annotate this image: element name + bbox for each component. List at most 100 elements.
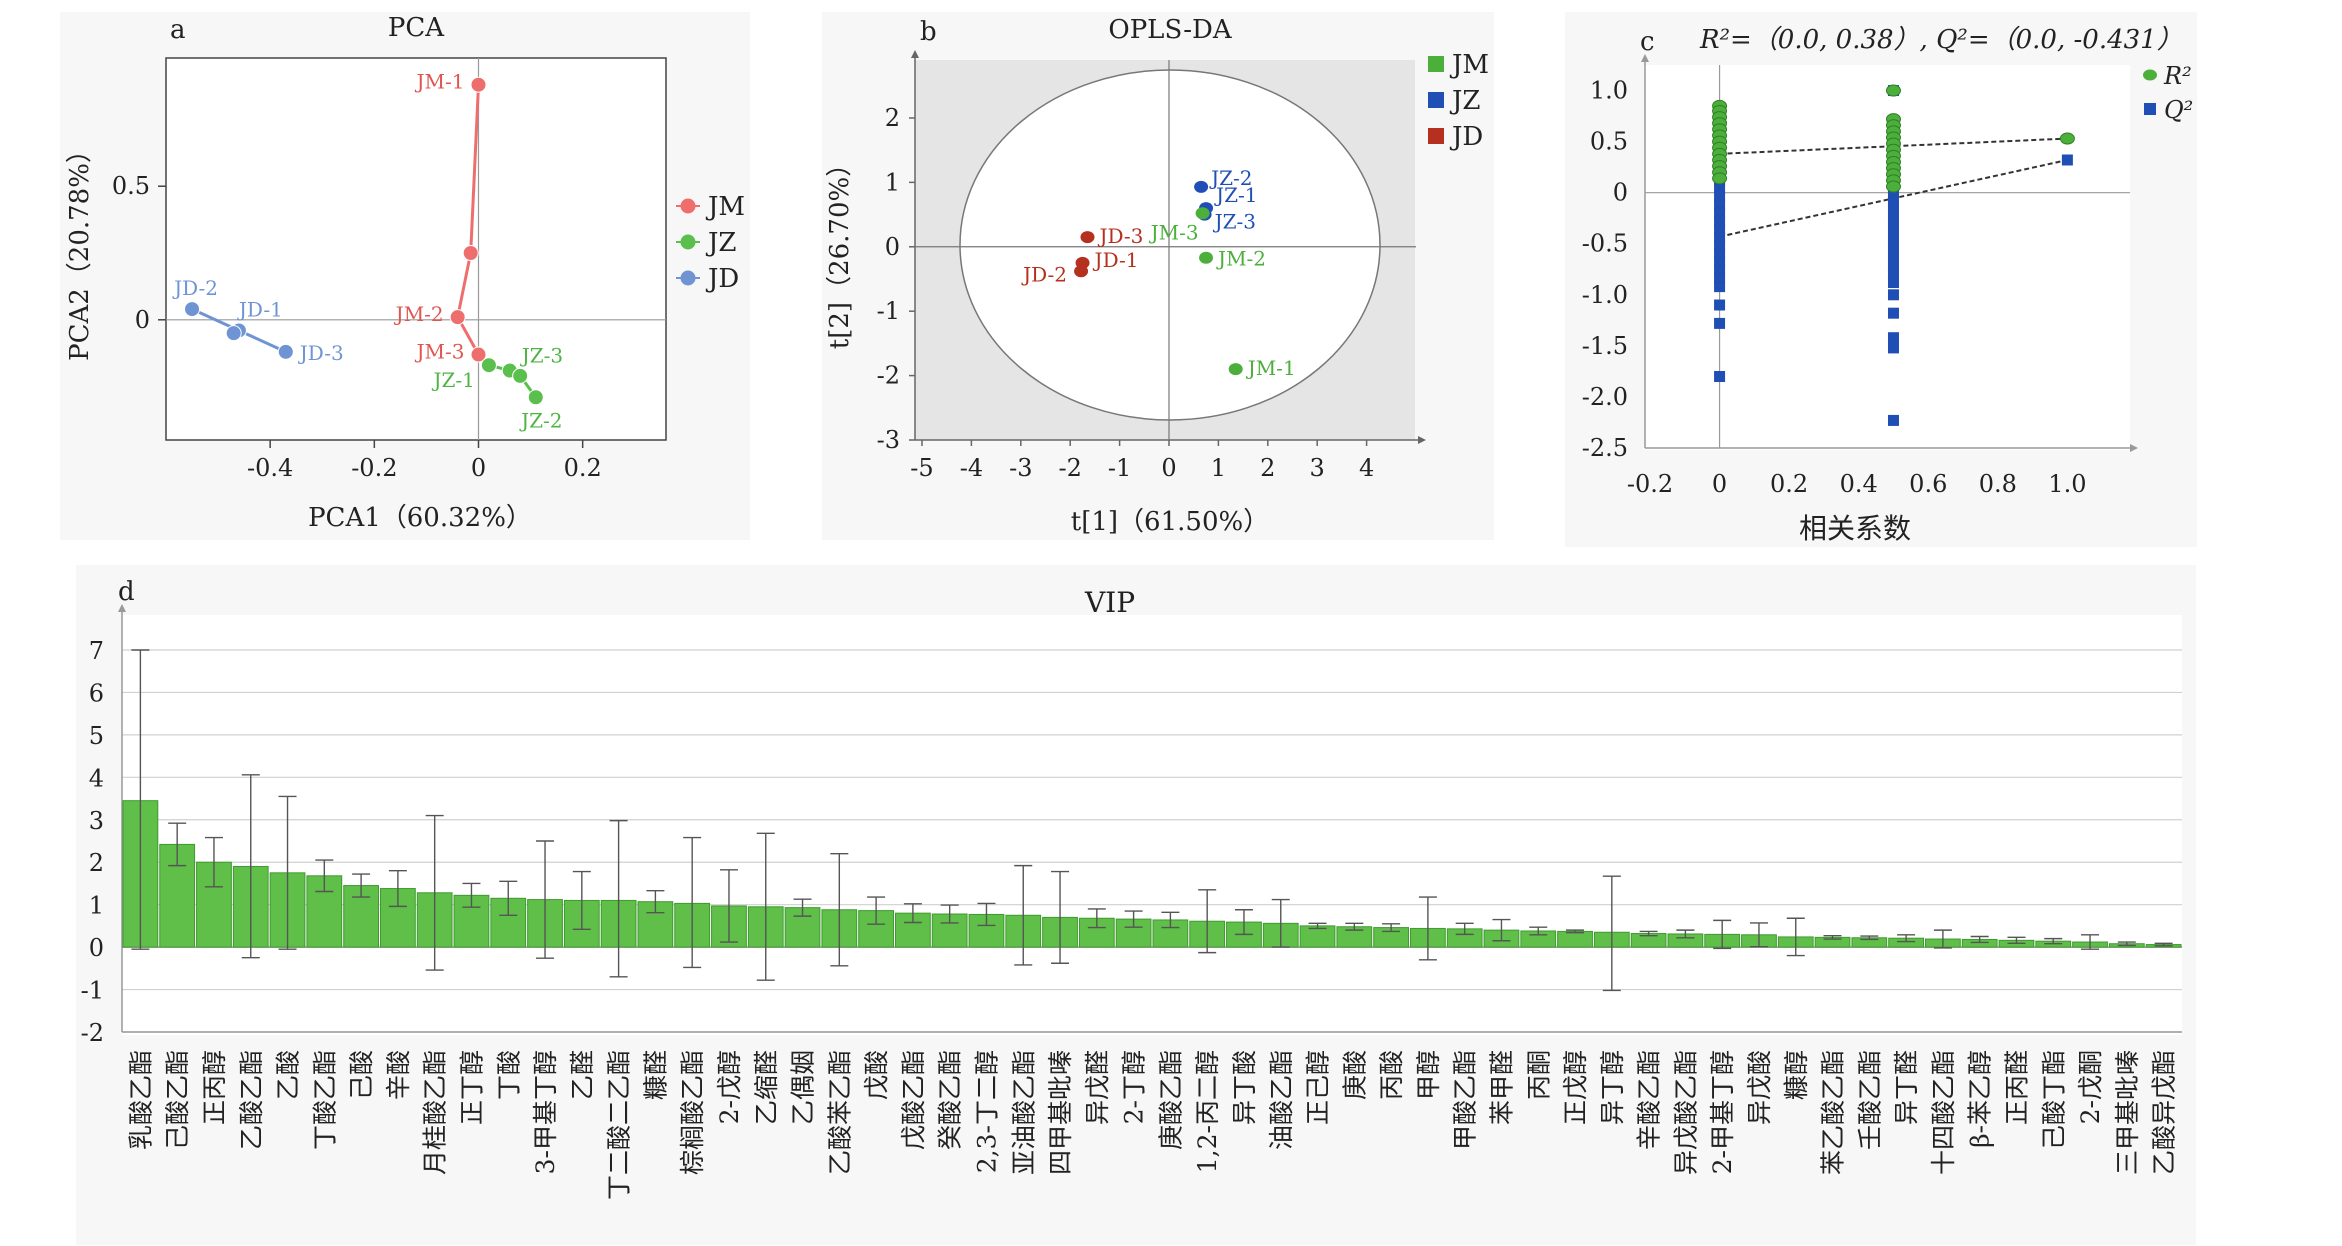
- oplsda-x-tick-label: -3: [1009, 454, 1032, 482]
- oplsda-point-label: JZ-2: [1209, 166, 1252, 190]
- q2-point: [1887, 236, 1899, 248]
- q2-point: [1887, 211, 1899, 223]
- q2-point: [1887, 187, 1899, 199]
- r2-point: [1712, 172, 1728, 185]
- pca-x-tick-label: -0.4: [247, 454, 293, 482]
- pca-legend-label-JZ: JZ: [705, 228, 737, 258]
- vip-category-label: 乙酸乙酯: [237, 1050, 266, 1150]
- q2-point: [1887, 203, 1899, 215]
- vip-category-label: 四甲基吡嗪: [1046, 1050, 1075, 1175]
- oplsda-legend-label-JM: JM: [1449, 50, 1489, 80]
- oplsda-point-label: JD-2: [1021, 262, 1067, 286]
- vip-category-label: 丁酸乙酯: [310, 1050, 339, 1150]
- oplsda-x-ticks: -5 -4 -3 -2 -1 0 1 2 3 4: [910, 440, 1374, 482]
- pca-point-label: JM-2: [394, 302, 444, 326]
- q2-point: [1887, 289, 1899, 301]
- vip-title: VIP: [1084, 586, 1135, 619]
- panel-b-oplsda: b OPLS-DA t[1]（61.50%） t[2]（26.70%） -5 -4…: [822, 12, 1494, 540]
- permutation-y-tick-label: -1.0: [1582, 281, 1628, 309]
- vip-y-tick-label: 7: [89, 637, 104, 665]
- pca-point-JD-2: [184, 301, 201, 318]
- panel-b-letter: b: [920, 17, 937, 47]
- permutation-x-tick-label: 0.4: [1840, 470, 1878, 498]
- vip-category-label: 异戊酸乙酯: [1671, 1050, 1700, 1175]
- pca-point-label: JZ-2: [519, 408, 562, 432]
- pca-title: PCA: [388, 13, 445, 43]
- q2-point: [1714, 199, 1726, 211]
- vip-category-label: 2-甲基丁醇: [1708, 1050, 1737, 1174]
- q2-point: [1887, 332, 1899, 344]
- vip-y-tick-label: -2: [81, 1019, 104, 1047]
- oplsda-point-JD-2: [1074, 265, 1089, 278]
- q2-point: [1887, 252, 1899, 264]
- oplsda-x-tick-label: -4: [960, 454, 983, 482]
- vip-category-label: 乙酸: [274, 1050, 303, 1100]
- pca-x-ticks: -0.4 -0.2 0 0.2: [247, 440, 602, 482]
- q2-point: [1714, 317, 1726, 329]
- pca-y-tick-label: 0.5: [112, 172, 150, 200]
- permutation-legend-label: R²: [2163, 62, 2192, 90]
- pca-point-JZ-1: [480, 357, 497, 374]
- r2-regression-line: [1719, 137, 2068, 155]
- permutation-legend: R² Q²: [2143, 62, 2193, 124]
- oplsda-x-tick-label: 2: [1260, 454, 1275, 482]
- oplsda-x-tick-label: 0: [1161, 454, 1176, 482]
- pca-x-tick-label: 0: [471, 454, 486, 482]
- oplsda-x-tick-label: 4: [1359, 454, 1374, 482]
- pca-x-tick-label: 0.2: [564, 454, 602, 482]
- vip-category-label: 壬酸乙酯: [1855, 1050, 1884, 1150]
- oplsda-point-JM-3: [1195, 207, 1210, 220]
- vip-category-label: 十四酸乙酯: [1929, 1050, 1958, 1175]
- vip-category-label: 正己醇: [1304, 1050, 1333, 1125]
- q2-point: [1714, 272, 1726, 284]
- vip-category-label: 糠醛: [641, 1050, 670, 1100]
- vip-plot-area: [122, 615, 2182, 1035]
- pca-point-JZ-extra: [512, 367, 529, 384]
- pca-plot-area: [165, 57, 667, 441]
- q2-point: [1714, 371, 1726, 383]
- vip-category-label: 己酸乙酯: [163, 1050, 192, 1150]
- q2-point: [1887, 414, 1899, 426]
- vip-category-label: 苯乙酸乙酯: [1819, 1050, 1848, 1175]
- vip-category-labels: 乳酸乙酯 己酸乙酯 正丙醇 乙酸乙酯 乙酸 丁酸乙酯 己酸 辛酸 月桂酸乙酯 正丁醇 丁酸 3-甲基丁…: [126, 1050, 2178, 1200]
- vip-category-label: 月桂酸乙酯: [421, 1050, 450, 1175]
- pca-legend-marker-JD: [680, 270, 696, 286]
- q2-point: [1714, 248, 1726, 260]
- pca-legend-marker-JZ: [680, 234, 696, 250]
- pca-point-JM-2: [449, 309, 466, 326]
- vip-category-label: 己酸丁酯: [2039, 1050, 2068, 1150]
- vip-category-label: 亚油酸乙酯: [1009, 1050, 1038, 1175]
- oplsda-point-label: JZ-1: [1214, 183, 1257, 207]
- permutation-y-tick-label: -0.5: [1582, 230, 1628, 258]
- vip-y-tick-label: -1: [81, 977, 104, 1005]
- permutation-y-tick-label: -2.5: [1582, 434, 1628, 462]
- pca-legend-label-JM: JM: [705, 192, 745, 222]
- pca-zero-lines: [166, 58, 666, 440]
- permutation-x-axis-label: 相关系数: [1799, 512, 1911, 545]
- pca-points: JM-1 JM-2 JM-3 JZ-3 JZ-1 JZ-2 JD-2 JD-1 JD-3: [172, 70, 563, 433]
- permutation-y-tick-label: 1.0: [1590, 77, 1628, 105]
- oplsda-point-label: JM-1: [1246, 356, 1296, 380]
- q2-point: [1714, 183, 1726, 195]
- vip-category-label: 己酸: [347, 1050, 376, 1100]
- pca-y-tick-label: 0: [135, 306, 150, 334]
- pca-point-label: JM-3: [415, 340, 465, 364]
- oplsda-y-tick-label: -2: [877, 362, 900, 390]
- vip-y-ticks: -2 -1 0 1 2 3 4 5 6 7: [81, 637, 104, 1047]
- vip-category-label: 乙偶姻: [789, 1050, 818, 1125]
- q2-point: [1714, 191, 1726, 203]
- vip-error-bars: [131, 649, 2173, 992]
- vip-category-label: 辛酸: [384, 1050, 413, 1100]
- vip-y-tick-label: 1: [89, 892, 104, 920]
- permutation-title-q2: Q²=（0.0, -0.431）: [1936, 25, 2183, 55]
- oplsda-y-tick-label: 1: [885, 168, 900, 196]
- oplsda-y-tick-label: 2: [885, 104, 900, 132]
- vip-category-label: 苯甲醛: [1487, 1050, 1516, 1125]
- q2-point: [1714, 223, 1726, 235]
- vip-bars: [122, 800, 2182, 948]
- vip-category-label: 3-甲基丁醇: [531, 1050, 560, 1174]
- vip-category-label: 丙酸: [1377, 1050, 1406, 1100]
- q2-point: [1887, 244, 1899, 256]
- q2-point: [1887, 195, 1899, 207]
